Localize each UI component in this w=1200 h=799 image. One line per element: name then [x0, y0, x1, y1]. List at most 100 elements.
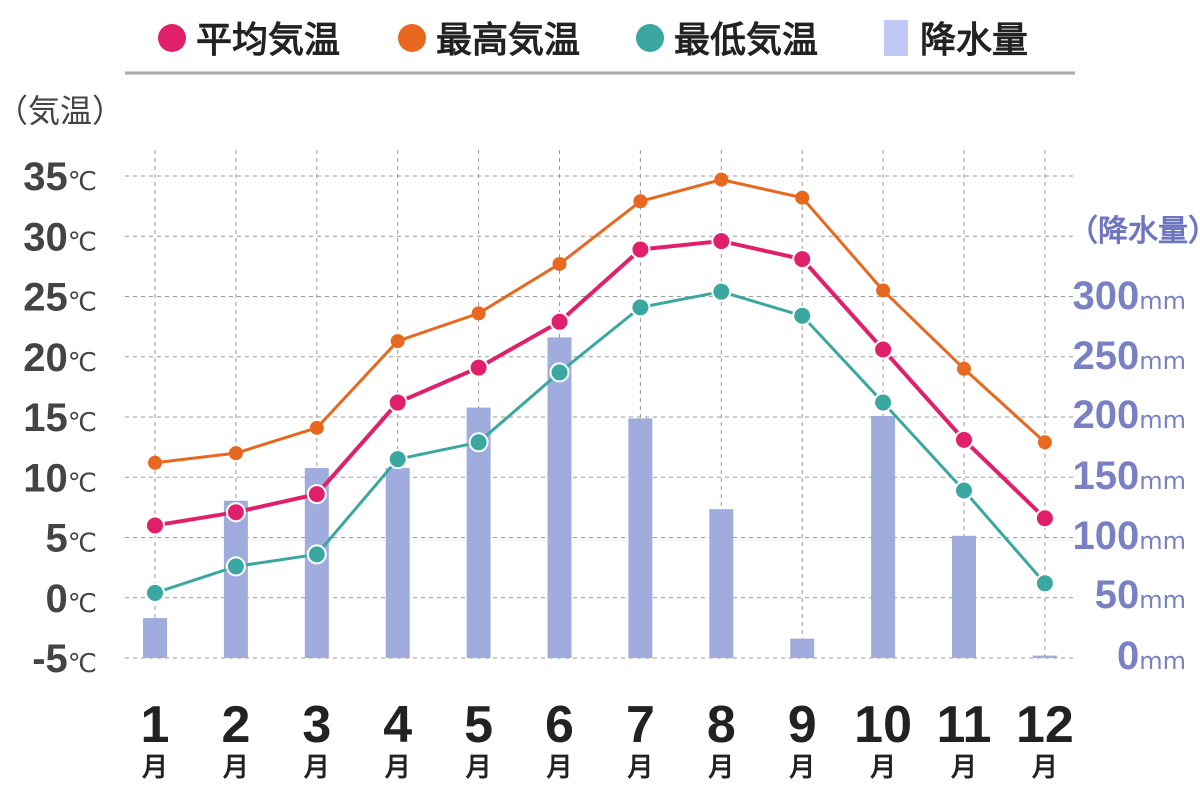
legend-max-marker: [398, 24, 426, 52]
rain-tick-label: 150mm: [1072, 454, 1186, 498]
point-avg: [792, 249, 813, 270]
rain-bar: [223, 500, 248, 658]
legend-avg-marker: [158, 24, 186, 52]
legend-rain-label: 降水量: [920, 20, 1028, 61]
point-max: [390, 334, 405, 349]
point-avg: [225, 502, 246, 523]
point-max: [228, 446, 243, 461]
rain-bar: [385, 468, 410, 658]
point-max: [1037, 435, 1052, 450]
point-avg: [145, 515, 165, 536]
rain-tick-label: 300mm: [1072, 274, 1186, 318]
rain-bar: [547, 337, 572, 658]
series-line-max: [154, 178, 1046, 465]
month-number: 12: [1016, 696, 1074, 754]
rain-bar: [143, 618, 167, 658]
point-min: [468, 432, 489, 453]
month-number: 8: [707, 696, 736, 754]
legend-max-label: 最高気温: [436, 20, 580, 61]
temp-tick-label: 20℃: [23, 336, 97, 380]
point-min: [792, 305, 813, 326]
month-label: 月: [950, 753, 977, 783]
point-min: [549, 362, 570, 383]
month-number: 5: [464, 696, 493, 754]
month-label: 月: [626, 753, 653, 783]
point-avg: [711, 231, 732, 252]
rain-bar: [790, 638, 815, 658]
month-label: 月: [384, 753, 411, 783]
point-max: [471, 306, 486, 321]
point-max: [795, 190, 810, 205]
point-avg: [954, 429, 974, 450]
point-min: [954, 480, 974, 501]
month-label: 月: [1031, 753, 1058, 783]
temp-tick-label: 30℃: [23, 215, 97, 259]
temp-tick-label: 25℃: [23, 276, 97, 320]
point-avg: [306, 484, 327, 505]
point-max: [876, 283, 891, 298]
month-number: 9: [788, 696, 817, 754]
point-min: [145, 582, 165, 603]
month-number: 2: [221, 696, 250, 754]
temp-tick-label: 10℃: [23, 456, 97, 500]
month-number: 10: [854, 696, 912, 754]
point-avg: [1034, 508, 1055, 529]
month-label: 月: [303, 753, 330, 783]
month-number: 7: [626, 696, 655, 754]
rain-axis-title: （降水量）: [1068, 214, 1200, 249]
series-line-min: [154, 290, 1047, 595]
point-avg: [468, 357, 489, 378]
rain-axis-ticks: 300mm 250mm 200mm 150mm 100mm 50mm 0mm: [1072, 274, 1186, 678]
rain-bar: [871, 416, 896, 658]
point-min: [225, 556, 246, 577]
rain-tick-label: 100mm: [1072, 514, 1186, 558]
rain-tick-label: 200mm: [1072, 393, 1186, 437]
rain-bars: [143, 337, 1057, 658]
month-label: 月: [707, 753, 734, 783]
series-line-avg: [154, 239, 1047, 528]
temp-tick-label: 15℃: [23, 396, 97, 440]
rain-tick-label: 250mm: [1072, 334, 1186, 378]
point-min: [306, 544, 327, 565]
point-avg: [387, 392, 408, 413]
point-max: [552, 256, 567, 271]
point-avg: [630, 239, 651, 260]
legend-min-marker: [636, 24, 664, 52]
temperature-lines: [145, 172, 1055, 603]
rain-tick-label: 50mm: [1095, 573, 1186, 617]
temp-axis-ticks: 35℃ 30℃ 25℃ 20℃ 15℃ 10℃ 5℃ 0℃ -5℃: [23, 155, 97, 681]
point-avg: [873, 339, 894, 360]
temp-tick-label: 5℃: [46, 517, 97, 561]
point-max: [633, 194, 648, 209]
month-number: 11: [937, 696, 992, 754]
temp-tick-label: 35℃: [23, 155, 97, 199]
month-label: 月: [788, 753, 815, 783]
month-label: 月: [869, 753, 896, 783]
month-label: 月: [222, 753, 249, 783]
point-max: [957, 361, 971, 376]
point-min: [387, 449, 408, 470]
month-label: 月: [465, 753, 492, 783]
temp-tick-label: 0℃: [46, 577, 97, 621]
grid: [125, 150, 1075, 659]
month-number: 3: [302, 696, 331, 754]
month-label: 月: [545, 753, 572, 783]
rain-bar: [709, 509, 734, 658]
point-max: [714, 172, 729, 187]
temp-tick-label: -5℃: [32, 637, 97, 681]
point-min: [630, 297, 651, 318]
legend-avg-label: 平均気温: [196, 20, 340, 61]
rain-tick-label: 0mm: [1117, 634, 1186, 678]
point-min: [873, 392, 894, 413]
point-max: [148, 455, 162, 470]
point-min: [1034, 573, 1055, 594]
month-number: 4: [383, 696, 412, 754]
legend: 平均気温 最高気温 最低気温 降水量: [125, 20, 1075, 75]
temp-axis-title: （気温）: [0, 92, 124, 130]
rain-bar: [952, 535, 976, 658]
rain-bar: [1032, 655, 1057, 658]
rain-bar: [628, 418, 653, 658]
point-max: [309, 420, 324, 435]
